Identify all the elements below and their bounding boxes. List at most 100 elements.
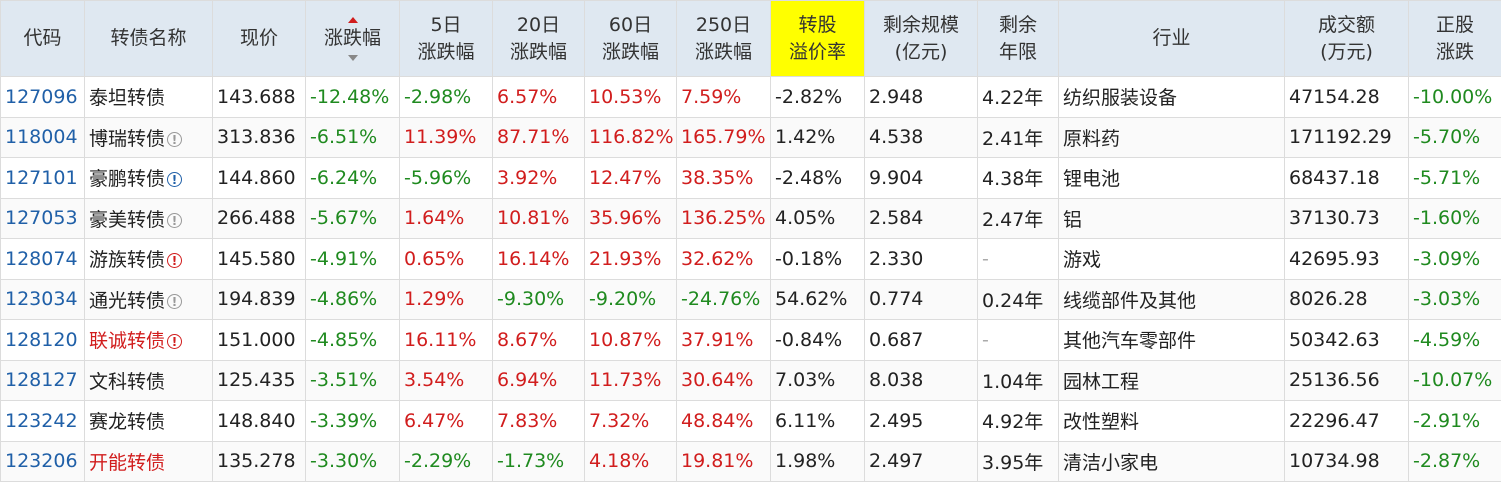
cell-code[interactable]: 127101 (0, 157, 85, 199)
table-row[interactable]: 123034 通光转债! 194.839 -4.86% 1.29% -9.30% -9.20… (0, 278, 1501, 320)
header-chg250[interactable]: 250日 涨跌幅 (676, 0, 771, 77)
table-row[interactable]: 128127 文科转债 125.435 -3.51% 3.54% 6.94% 11.73% 3… (0, 359, 1501, 401)
info-badge-icon[interactable]: ! (167, 131, 183, 147)
cell-name[interactable]: 通光转债! (84, 278, 213, 320)
cell-name[interactable]: 联诚转债! (84, 319, 213, 361)
cell-chg250-text: 32.62% (681, 247, 754, 270)
cell-name-text[interactable]: 文科转债 (89, 370, 166, 393)
info-badge-icon[interactable]: ! (167, 253, 183, 269)
cell-code[interactable]: 128127 (0, 359, 85, 401)
table-row[interactable]: 127053 豪美转债! 266.488 -5.67% 1.64% 10.81% 35.96… (0, 197, 1501, 239)
cell-code-text[interactable]: 128120 (5, 328, 78, 351)
table-row[interactable]: 127101 豪鹏转债! 144.860 -6.24% -5.96% 3.92% 12.47… (0, 157, 1501, 199)
cell-chg5-text: -5.96% (404, 166, 472, 189)
cell-name[interactable]: 博瑞转债! (84, 116, 213, 158)
info-badge-icon[interactable]: ! (167, 334, 183, 350)
cell-volume: 47154.28 (1284, 76, 1409, 118)
cell-code-text[interactable]: 123242 (5, 409, 78, 432)
cell-name[interactable]: 豪美转债! (84, 197, 213, 239)
cell-years-text: 2.47年 (982, 208, 1044, 231)
header-chg60[interactable]: 60日 涨跌幅 (584, 0, 677, 77)
cell-name-text[interactable]: 豪鹏转债 (89, 168, 166, 191)
info-badge-icon[interactable]: ! (167, 212, 183, 228)
cell-name[interactable]: 文科转债 (84, 359, 213, 401)
cell-change-text: -3.51% (310, 369, 378, 392)
cell-name-text[interactable]: 联诚转债 (89, 330, 166, 353)
table-row[interactable]: 127096 泰坦转债 143.688 -12.48% -2.98% 6.57% 10.53… (0, 76, 1501, 118)
header-industry[interactable]: 行业 (1058, 0, 1285, 77)
cell-stock-chg: -10.07% (1408, 359, 1501, 401)
cell-stock-chg-text: -3.03% (1413, 288, 1481, 311)
cell-code-text[interactable]: 127101 (5, 166, 78, 189)
cell-name[interactable]: 开能转债 (84, 440, 213, 482)
cell-name-text[interactable]: 开能转债 (89, 451, 166, 474)
info-badge-icon[interactable]: ! (167, 293, 183, 309)
sort-desc-icon[interactable] (347, 54, 358, 61)
table-body: 127096 泰坦转债 143.688 -12.48% -2.98% 6.57% 10.53… (0, 76, 1501, 482)
cell-name[interactable]: 游族转债! (84, 238, 213, 280)
cell-name-text[interactable]: 游族转债 (89, 249, 166, 272)
table-row[interactable]: 128120 联诚转债! 151.000 -4.85% 16.11% 8.67% 10.87… (0, 319, 1501, 361)
header-years[interactable]: 剩余 年限 (977, 0, 1059, 77)
table-row[interactable]: 118004 博瑞转债! 313.836 -6.51% 11.39% 87.71% 116.… (0, 116, 1501, 158)
cell-code[interactable]: 123206 (0, 440, 85, 482)
cell-years-text: 1.04年 (982, 370, 1044, 393)
cell-name-text[interactable]: 豪美转债 (89, 208, 166, 231)
cell-code-text[interactable]: 128074 (5, 247, 78, 270)
header-change[interactable]: 涨跌幅 (305, 0, 400, 77)
cell-chg250-text: 7.59% (681, 85, 742, 108)
cell-name-text[interactable]: 博瑞转债 (89, 127, 166, 150)
cell-name-text[interactable]: 通光转债 (89, 289, 166, 312)
cell-code[interactable]: 127053 (0, 197, 85, 239)
cell-code-text[interactable]: 128127 (5, 369, 78, 392)
cell-chg20: 3.92% (492, 157, 585, 199)
cell-code[interactable]: 128120 (0, 319, 85, 361)
cell-name-text[interactable]: 赛龙转债 (89, 411, 166, 434)
cell-code-text[interactable]: 127053 (5, 207, 78, 230)
header-volume[interactable]: 成交额 (万元) (1284, 0, 1409, 77)
cell-industry-text: 游戏 (1063, 249, 1102, 272)
cell-code-text[interactable]: 127096 (5, 85, 78, 108)
cell-code[interactable]: 118004 (0, 116, 85, 158)
cell-chg20: 8.67% (492, 319, 585, 361)
cell-code-text[interactable]: 123206 (5, 450, 78, 473)
cell-code[interactable]: 127096 (0, 76, 85, 118)
cell-price: 148.840 (212, 400, 306, 442)
table-row[interactable]: 123242 赛龙转债 148.840 -3.39% 6.47% 7.83% 7.32% 48… (0, 400, 1501, 442)
header-chg5[interactable]: 5日 涨跌幅 (399, 0, 493, 77)
cell-price: 151.000 (212, 319, 306, 361)
cell-years: 0.24年 (977, 278, 1059, 320)
cell-price: 135.278 (212, 440, 306, 482)
cell-code[interactable]: 123242 (0, 400, 85, 442)
cell-chg20: 87.71% (492, 116, 585, 158)
header-premium[interactable]: 转股 溢价率 (770, 0, 865, 77)
cell-code-text[interactable]: 118004 (5, 126, 78, 149)
cell-name-text[interactable]: 泰坦转债 (89, 87, 166, 110)
cell-name[interactable]: 赛龙转债 (84, 400, 213, 442)
header-code[interactable]: 代码 (0, 0, 85, 77)
cell-code[interactable]: 123034 (0, 278, 85, 320)
header-scale[interactable]: 剩余规模 (亿元) (864, 0, 978, 77)
header-chg20[interactable]: 20日 涨跌幅 (492, 0, 585, 77)
cell-code[interactable]: 128074 (0, 238, 85, 280)
sort-asc-icon[interactable] (347, 16, 358, 23)
cell-chg20: -1.73% (492, 440, 585, 482)
cell-volume: 68437.18 (1284, 157, 1409, 199)
header-stock-chg[interactable]: 正股 涨跌 (1408, 0, 1501, 77)
cell-name[interactable]: 泰坦转债 (84, 76, 213, 118)
cell-stock-chg: -5.71% (1408, 157, 1501, 199)
cell-chg5-text: -2.29% (404, 450, 472, 473)
cell-chg20: 10.81% (492, 197, 585, 239)
cell-code-text[interactable]: 123034 (5, 288, 78, 311)
cell-volume: 42695.93 (1284, 238, 1409, 280)
header-name[interactable]: 转债名称 (84, 0, 213, 77)
cell-price-text: 313.836 (217, 126, 296, 149)
table-row[interactable]: 128074 游族转债! 145.580 -4.91% 0.65% 16.14% 21.93… (0, 238, 1501, 280)
cell-scale: 2.948 (864, 76, 978, 118)
header-price[interactable]: 现价 (212, 0, 306, 77)
info-badge-icon[interactable]: ! (167, 172, 183, 188)
cell-name[interactable]: 豪鹏转债! (84, 157, 213, 199)
table-row[interactable]: 123206 开能转债 135.278 -3.30% -2.29% -1.73% 4.18%… (0, 440, 1501, 482)
cell-stock-chg: -1.60% (1408, 197, 1501, 239)
